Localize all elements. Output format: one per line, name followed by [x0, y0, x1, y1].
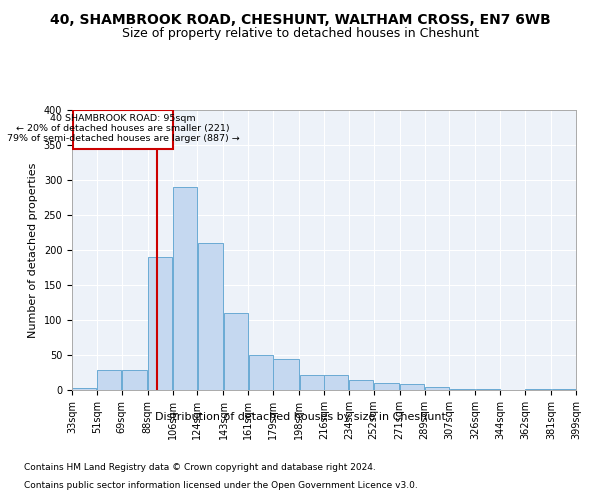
Bar [476, 388, 500, 390]
Text: Size of property relative to detached houses in Cheshunt: Size of property relative to detached ho… [121, 28, 479, 40]
Bar [122, 370, 148, 390]
Text: 79% of semi-detached houses are larger (887) →: 79% of semi-detached houses are larger (… [7, 134, 239, 143]
Bar [248, 355, 273, 390]
Text: Distribution of detached houses by size in Cheshunt: Distribution of detached houses by size … [155, 412, 445, 422]
Bar [299, 374, 323, 390]
Bar [148, 257, 172, 390]
Bar [197, 243, 223, 390]
Bar [349, 380, 373, 390]
Bar [526, 388, 551, 390]
Bar [73, 110, 173, 148]
Bar [325, 374, 349, 390]
Bar [551, 388, 575, 390]
Text: Contains public sector information licensed under the Open Government Licence v3: Contains public sector information licen… [24, 481, 418, 490]
Text: 40 SHAMBROOK ROAD: 95sqm: 40 SHAMBROOK ROAD: 95sqm [50, 114, 196, 123]
Y-axis label: Number of detached properties: Number of detached properties [28, 162, 38, 338]
Text: Contains HM Land Registry data © Crown copyright and database right 2024.: Contains HM Land Registry data © Crown c… [24, 464, 376, 472]
Bar [97, 370, 121, 390]
Bar [449, 388, 475, 390]
Bar [374, 383, 400, 390]
Bar [400, 384, 424, 390]
Bar [425, 386, 449, 390]
Bar [274, 359, 299, 390]
Text: ← 20% of detached houses are smaller (221): ← 20% of detached houses are smaller (22… [16, 124, 230, 133]
Bar [73, 388, 97, 390]
Bar [224, 313, 248, 390]
Text: 40, SHAMBROOK ROAD, CHESHUNT, WALTHAM CROSS, EN7 6WB: 40, SHAMBROOK ROAD, CHESHUNT, WALTHAM CR… [50, 12, 550, 26]
Bar [173, 187, 197, 390]
